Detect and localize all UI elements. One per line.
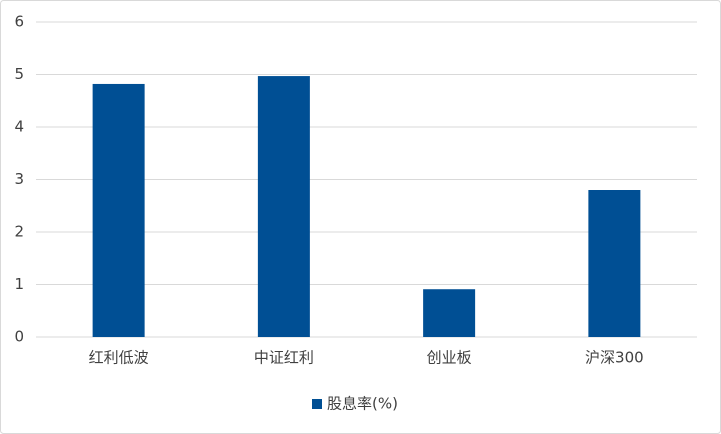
y-tick-label: 6: [14, 13, 24, 31]
bar: [257, 76, 310, 337]
x-tick-label: 红利低波: [89, 349, 149, 367]
y-tick-label: 3: [14, 170, 24, 188]
x-tick-label: 创业板: [427, 349, 472, 367]
bar: [92, 83, 145, 337]
x-tick-label: 中证红利: [254, 349, 314, 367]
bar: [423, 289, 476, 337]
legend-swatch: [312, 399, 322, 409]
y-tick-label: 2: [14, 223, 24, 241]
bar: [588, 190, 641, 337]
legend-label: 股息率(%): [327, 395, 398, 413]
y-tick-label: 5: [14, 65, 24, 83]
y-tick-label: 0: [14, 328, 24, 346]
x-tick-label: 沪深300: [585, 349, 644, 367]
y-tick-label: 1: [14, 275, 24, 293]
y-tick-label: 4: [14, 118, 24, 136]
